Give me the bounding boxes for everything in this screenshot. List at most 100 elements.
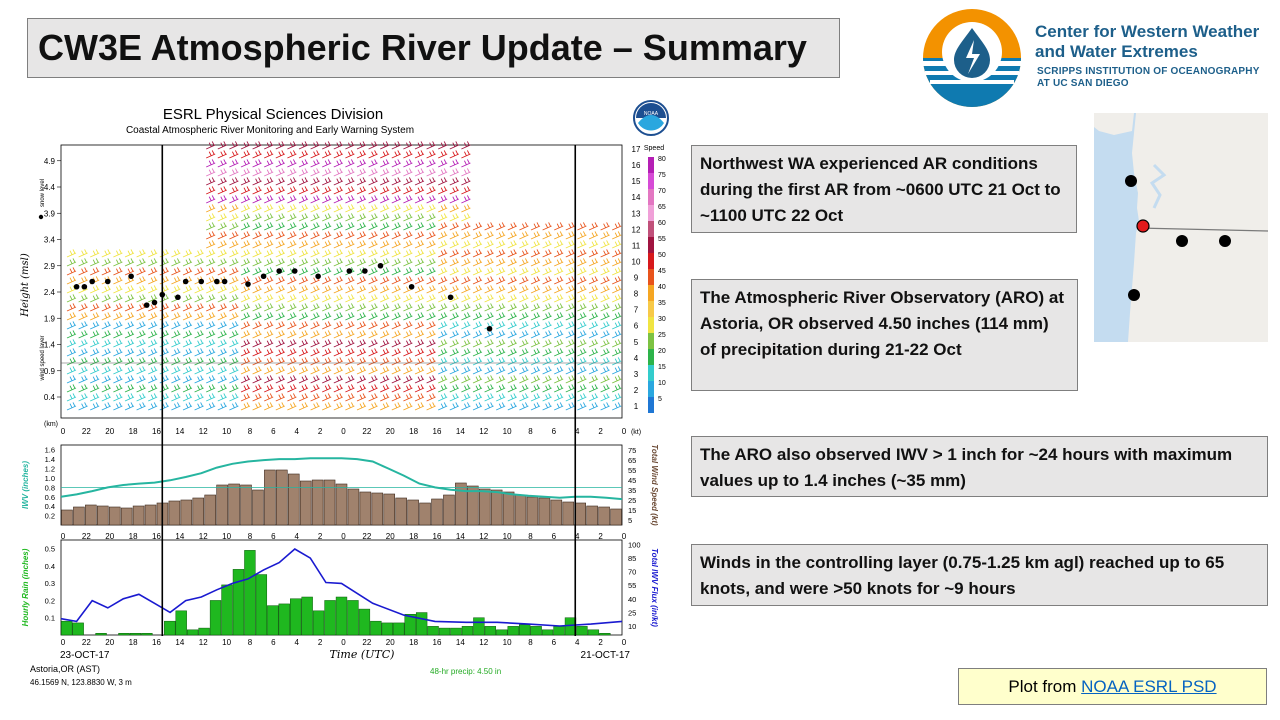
wind-barb xyxy=(403,393,413,402)
wind-barb xyxy=(113,303,123,312)
wind-barb xyxy=(484,267,494,276)
rain-bar xyxy=(530,626,542,636)
wind-barb xyxy=(449,249,459,258)
gate-tick-label: 16 xyxy=(632,161,641,170)
wind-barb xyxy=(194,375,204,384)
wind-barb xyxy=(345,285,355,294)
wind-barb xyxy=(240,321,251,330)
wind-barb xyxy=(148,249,158,258)
wind-barb xyxy=(542,384,552,393)
wind-barb xyxy=(461,213,471,222)
wind-barb xyxy=(449,348,459,357)
wind-barb xyxy=(310,393,320,402)
wind-barb xyxy=(194,330,204,339)
wind-barb xyxy=(287,159,297,168)
wind-barb xyxy=(240,312,251,321)
wind-barb xyxy=(519,258,529,267)
wind-barb xyxy=(519,267,529,276)
wind-barb xyxy=(298,375,309,384)
wind-barb xyxy=(78,330,88,339)
wind-barb xyxy=(519,393,529,402)
wind-barb xyxy=(600,393,610,402)
wind-barb xyxy=(310,402,320,411)
wind-barb xyxy=(333,384,343,393)
time-tick-label: 18 xyxy=(129,638,138,647)
wind-barb xyxy=(356,312,367,321)
wind-barb xyxy=(287,384,297,393)
wind-barb xyxy=(484,348,494,357)
wind-speed-bar xyxy=(180,499,193,526)
snow-level-point xyxy=(291,268,298,274)
wind-barb xyxy=(264,285,274,294)
gate-tick-label: 9 xyxy=(634,274,639,283)
wind-barb xyxy=(287,312,297,321)
rain-bar xyxy=(484,626,497,636)
wind-barb xyxy=(136,348,146,357)
wind-barb xyxy=(484,222,494,231)
time-tick-label: 18 xyxy=(129,532,138,541)
wind-barb xyxy=(66,303,77,312)
wind-barb xyxy=(484,285,494,294)
wind-barb xyxy=(298,141,309,150)
wind-barb xyxy=(171,393,181,402)
wind-barb xyxy=(252,375,262,384)
wind-barb xyxy=(577,285,587,294)
gate-tick-label: 7 xyxy=(634,306,639,315)
noaa-esrl-psd-link[interactable]: NOAA ESRL PSD xyxy=(1081,677,1217,696)
wind-barb xyxy=(380,168,390,177)
colorbar-label: 50 xyxy=(658,252,666,259)
wind-barb xyxy=(403,366,413,375)
wind-barb xyxy=(461,303,471,312)
wind-barb xyxy=(252,348,262,357)
wind-barb xyxy=(229,294,239,303)
wind-barb xyxy=(229,330,239,339)
wind-barb xyxy=(264,321,274,330)
wind-barb xyxy=(345,366,355,375)
wind-barb xyxy=(356,330,367,339)
wind-barb xyxy=(322,141,332,150)
map-astoria-marker xyxy=(1136,219,1150,233)
wind-barb xyxy=(403,141,413,150)
colorbar-label: 60 xyxy=(658,220,666,227)
wind-barb xyxy=(472,249,483,258)
iwv-tick-label: 1.0 xyxy=(45,474,55,483)
gate-tick-label: 5 xyxy=(634,338,639,347)
wind-barb xyxy=(472,285,483,294)
wind-barb xyxy=(217,141,227,150)
wind-barb xyxy=(414,339,425,348)
time-tick-label: 20 xyxy=(105,638,114,647)
wind-barb xyxy=(113,249,123,258)
wind-barb xyxy=(171,375,181,384)
wind-barb xyxy=(310,321,320,330)
time-tick-label: 16 xyxy=(433,532,442,541)
colorbar-swatch xyxy=(648,317,654,333)
wind-barb xyxy=(565,339,575,348)
wind-barb xyxy=(171,285,181,294)
rain-bar xyxy=(118,633,130,636)
wind-barb xyxy=(438,402,448,411)
wind-barb xyxy=(322,150,332,159)
wind-speed-bar xyxy=(132,505,145,526)
wind-tick-label: 15 xyxy=(628,506,636,515)
wind-barb xyxy=(148,312,158,321)
rain-bar xyxy=(587,629,600,636)
wind-barb xyxy=(124,294,135,303)
wind-barb xyxy=(275,159,285,168)
wind-barb xyxy=(530,366,541,375)
wind-barb xyxy=(240,384,251,393)
wind-barb xyxy=(287,168,297,177)
wind-barb xyxy=(449,240,459,249)
wind-barb xyxy=(252,312,262,321)
wind-barb xyxy=(391,393,401,402)
wind-barb xyxy=(356,258,367,267)
wind-barb xyxy=(484,276,494,285)
wind-barb xyxy=(542,285,552,294)
wind-barb xyxy=(322,339,332,348)
wind-barb xyxy=(368,213,378,222)
wind-barb xyxy=(287,294,297,303)
wind-barb xyxy=(217,321,227,330)
wind-barb xyxy=(345,150,355,159)
wind-barb xyxy=(298,330,309,339)
wind-barb xyxy=(403,294,413,303)
wind-barb xyxy=(403,276,413,285)
